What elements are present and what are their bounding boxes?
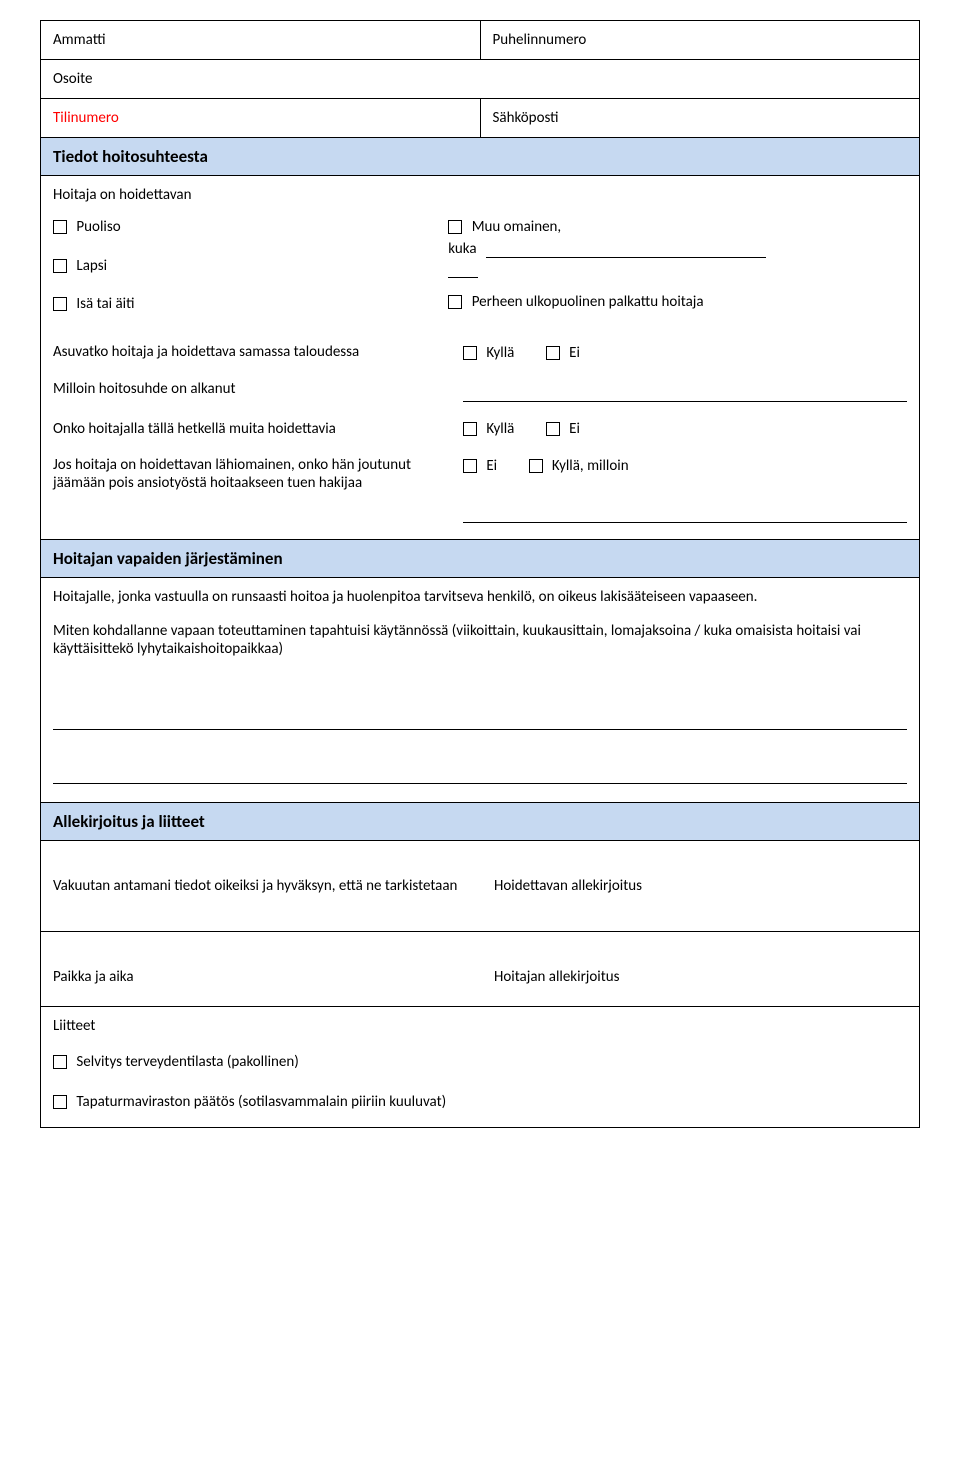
section-title-2: Hoitajan vapaiden järjestäminen (53, 548, 283, 569)
label-lahi-ei: Ei (486, 457, 497, 475)
section-title-3: Allekirjoitus ja liitteet (53, 811, 205, 832)
cell-sahkoposti: Sähköposti (480, 99, 920, 138)
checkbox-lapsi[interactable] (53, 259, 67, 273)
section-header-allekirjoitus: Allekirjoitus ja liitteet (41, 802, 920, 840)
block-liitteet: Liitteet Selvitys terveydentilasta (pako… (41, 1006, 920, 1128)
checkbox-lahi-ei[interactable] (463, 459, 477, 473)
label-tilinumero: Tilinumero (53, 109, 119, 127)
input-vapaat-line2[interactable] (53, 752, 907, 784)
form-page: Ammatti Puhelinnumero Osoite Tilinumero … (0, 0, 960, 1168)
q-lahiomainen: Jos hoitaja on hoidettavan lähiomainen, … (53, 456, 463, 492)
q-milloin: Milloin hoitosuhde on alkanut (53, 380, 463, 398)
checkbox-isa-aiti[interactable] (53, 297, 67, 311)
label-kuka: kuka (448, 240, 476, 258)
checkbox-samassa-kylla[interactable] (463, 346, 477, 360)
para-vapaat-2: Miten kohdallanne vapaan toteuttaminen t… (53, 622, 907, 658)
section-title-1: Tiedot hoitosuhteesta (53, 146, 208, 167)
label-paikka-aika: Paikka ja aika (53, 968, 466, 986)
input-lahi-milloin-line[interactable] (463, 501, 907, 523)
cell-tilinumero: Tilinumero (41, 99, 481, 138)
block-vakuutan: Vakuutan antamani tiedot oikeiksi ja hyv… (41, 840, 920, 931)
checkbox-muita-kylla[interactable] (463, 422, 477, 436)
label-perheen-ulk: Perheen ulkopuolinen palkattu hoitaja (472, 293, 704, 311)
para-vapaat-1: Hoitajalle, jonka vastuulla on runsaasti… (53, 588, 907, 606)
label-hoitaja-on: Hoitaja on hoidettavan (53, 186, 907, 204)
checkbox-puoliso[interactable] (53, 220, 67, 234)
form-table: Ammatti Puhelinnumero Osoite Tilinumero … (40, 20, 920, 1128)
label-puhelinnumero: Puhelinnumero (493, 31, 587, 49)
block-paikka-aika: Paikka ja aika Hoitajan allekirjoitus (41, 931, 920, 1006)
label-muita-kylla: Kyllä (486, 420, 514, 438)
label-hoidettavan-sig: Hoidettavan allekirjoitus (494, 877, 907, 895)
checkbox-perheen-ulk[interactable] (448, 295, 462, 309)
label-muita-ei: Ei (569, 420, 580, 438)
q-muita: Onko hoitajalla tällä hetkellä muita hoi… (53, 420, 463, 438)
q-samassa: Asuvatko hoitaja ja hoidettava samassa t… (53, 343, 463, 361)
block-hoitosuhde: Hoitaja on hoidettavan Puoliso Lapsi Isä… (41, 176, 920, 540)
input-vapaat-line1[interactable] (53, 698, 907, 730)
label-vakuutan: Vakuutan antamani tiedot oikeiksi ja hyv… (53, 877, 466, 895)
label-puoliso: Puoliso (76, 218, 120, 236)
label-sahkoposti: Sähköposti (493, 109, 559, 127)
label-liitteet: Liitteet (53, 1017, 907, 1035)
input-kuka-line[interactable] (486, 241, 766, 258)
label-ammatti: Ammatti (53, 31, 106, 49)
checkbox-muu-omainen[interactable] (448, 220, 462, 234)
checkbox-muita-ei[interactable] (546, 422, 560, 436)
label-samassa-ei: Ei (569, 344, 580, 362)
section-header-vapaat: Hoitajan vapaiden järjestäminen (41, 539, 920, 577)
label-samassa-kylla: Kyllä (486, 344, 514, 362)
checkbox-lahi-kylla[interactable] (529, 459, 543, 473)
cell-ammatti: Ammatti (41, 21, 481, 60)
input-milloin-line[interactable] (463, 380, 907, 402)
cell-osoite: Osoite (41, 60, 920, 99)
checkbox-samassa-ei[interactable] (546, 346, 560, 360)
label-lapsi: Lapsi (76, 257, 107, 275)
label-selvitys: Selvitys terveydentilasta (pakollinen) (76, 1053, 298, 1071)
section-header-hoitosuhde: Tiedot hoitosuhteesta (41, 138, 920, 176)
input-kuka-line2[interactable] (448, 261, 478, 278)
block-vapaat: Hoitajalle, jonka vastuulla on runsaasti… (41, 577, 920, 802)
label-tapaturma: Tapaturmaviraston päätös (sotilasvammala… (76, 1093, 446, 1111)
checkbox-tapaturma[interactable] (53, 1095, 67, 1109)
cell-puhelinnumero: Puhelinnumero (480, 21, 920, 60)
label-osoite: Osoite (53, 70, 92, 88)
label-lahi-kylla-milloin: Kyllä, milloin (552, 457, 629, 475)
label-hoitajan-sig: Hoitajan allekirjoitus (494, 968, 907, 986)
label-isa-aiti: Isä tai äiti (76, 295, 134, 313)
label-muu-omainen: Muu omainen, (472, 218, 561, 236)
checkbox-selvitys[interactable] (53, 1055, 67, 1069)
